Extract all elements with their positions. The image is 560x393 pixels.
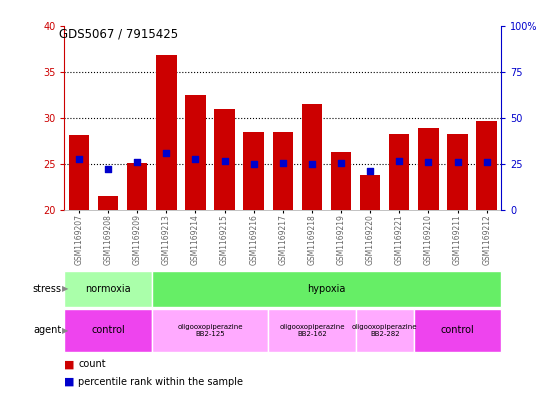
Text: percentile rank within the sample: percentile rank within the sample (78, 377, 244, 387)
Point (395, 158, 404, 164)
Text: hypoxia: hypoxia (307, 284, 346, 294)
Bar (214, 108, 235, 210)
Point (307, 161, 316, 167)
Bar (273, 132, 293, 210)
Bar (127, 163, 147, 210)
Bar (302, 104, 322, 210)
Bar (356, 309, 414, 352)
Text: normoxia: normoxia (85, 284, 131, 294)
Point (74, 156, 83, 163)
Point (220, 158, 229, 164)
Bar (244, 132, 264, 210)
Bar (64, 271, 152, 307)
Point (191, 156, 200, 163)
Point (453, 159, 462, 165)
Point (104, 165, 113, 172)
Point (133, 159, 142, 165)
Bar (331, 152, 351, 210)
Point (249, 161, 258, 167)
Bar (69, 136, 89, 210)
Bar (98, 196, 118, 210)
Text: ■: ■ (64, 359, 75, 369)
Point (162, 150, 171, 156)
Text: oligooxopiperazine
BB2-282: oligooxopiperazine BB2-282 (352, 323, 417, 337)
Point (482, 159, 491, 165)
Text: GDS5067 / 7915425: GDS5067 / 7915425 (59, 28, 178, 40)
Bar (64, 309, 152, 352)
Text: control: control (441, 325, 474, 335)
Bar (414, 309, 501, 352)
Bar (156, 55, 176, 210)
Bar (389, 134, 409, 210)
Bar (360, 175, 380, 210)
Bar (477, 121, 497, 210)
Text: control: control (91, 325, 125, 335)
Point (424, 159, 433, 165)
Text: ▶: ▶ (62, 285, 69, 293)
Text: oligooxopiperazine
BB2-162: oligooxopiperazine BB2-162 (279, 323, 344, 337)
Bar (185, 95, 206, 210)
Bar (447, 134, 468, 210)
Bar (152, 271, 501, 307)
Bar (268, 309, 356, 352)
Bar (152, 309, 268, 352)
Text: oligooxopiperazine
BB2-125: oligooxopiperazine BB2-125 (178, 323, 242, 337)
Point (278, 160, 287, 166)
Point (337, 160, 346, 166)
Text: agent: agent (34, 325, 62, 335)
Bar (418, 128, 438, 210)
Text: stress: stress (32, 284, 62, 294)
Text: count: count (78, 359, 106, 369)
Point (366, 167, 375, 174)
Text: ▶: ▶ (62, 326, 69, 334)
Text: ■: ■ (64, 377, 75, 387)
